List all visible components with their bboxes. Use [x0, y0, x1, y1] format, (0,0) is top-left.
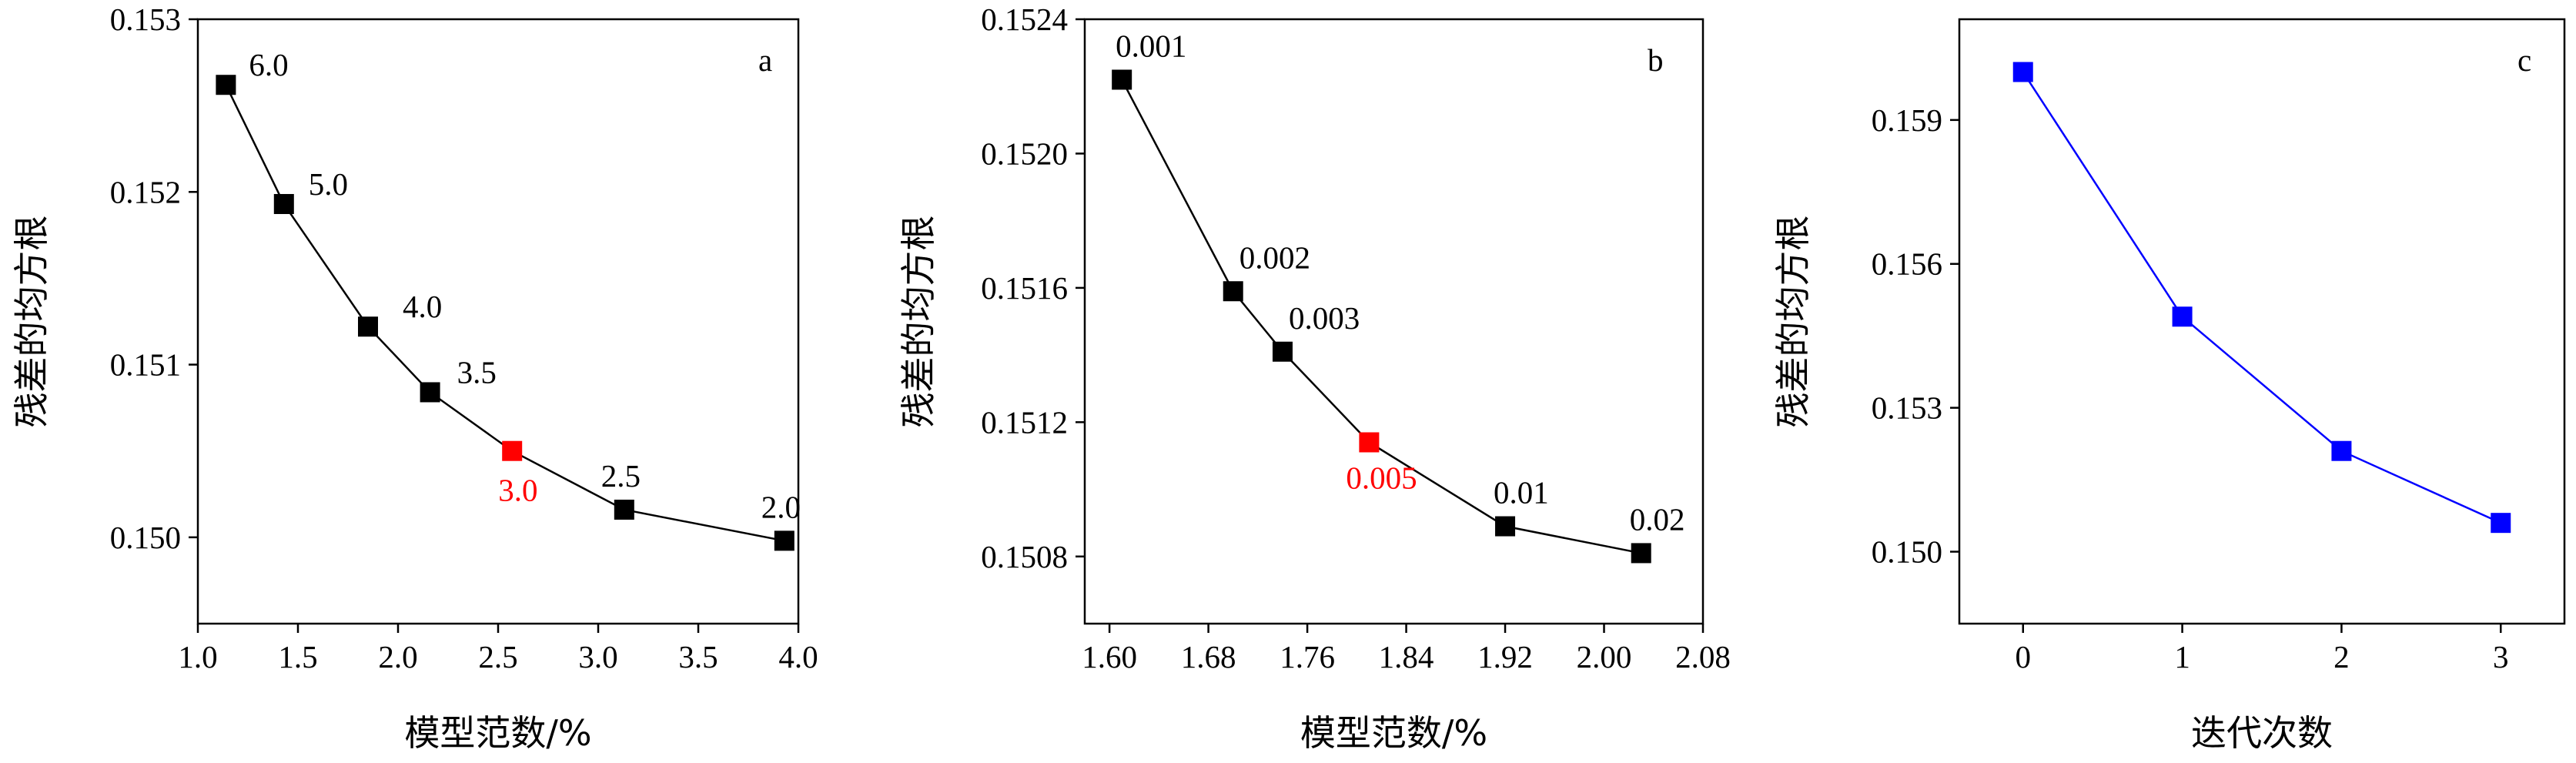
- x-tick-label: 1.0: [178, 639, 217, 674]
- data-marker: [2172, 306, 2193, 327]
- point-label: 0.003: [1289, 300, 1360, 336]
- y-tick-label: 0.150: [110, 520, 181, 555]
- data-marker: [216, 75, 236, 95]
- highlight-marker: [1359, 432, 1380, 453]
- y-tick-label: 0.1516: [981, 270, 1068, 306]
- y-axis-title: 残差的均方根: [1772, 216, 1814, 428]
- plot-frame: [1958, 18, 2566, 625]
- data-marker: [358, 316, 378, 337]
- data-marker: [2331, 440, 2352, 461]
- y-tick-label: 0.1512: [981, 404, 1068, 440]
- data-marker: [1272, 341, 1293, 362]
- point-label: 3.5: [457, 354, 497, 390]
- x-tick-label: 2.08: [1675, 639, 1731, 674]
- y-tick-label: 0.1508: [981, 539, 1068, 574]
- x-tick-label: 2: [2333, 639, 2350, 674]
- x-tick-label: 1.60: [1082, 639, 1137, 674]
- x-tick-label: 2.0: [378, 639, 417, 674]
- y-tick-label: 0.150: [1872, 534, 1942, 570]
- point-label: 2.5: [601, 458, 641, 494]
- series-line: [1121, 79, 1641, 554]
- point-label: 5.0: [309, 166, 348, 202]
- x-axis-title: 模型范数/%: [1300, 712, 1487, 754]
- highlight-marker: [502, 440, 523, 461]
- point-label: 0.01: [1494, 475, 1549, 510]
- data-marker: [420, 382, 440, 403]
- data-marker: [1223, 281, 1243, 302]
- point-label: 3.0: [498, 473, 537, 508]
- panel-c: 0 1 2 3 0.150 0.153 0.156 0.159 迭代次数 残差的均方根 c: [1772, 18, 2566, 754]
- x-tick-label: 2.5: [478, 639, 517, 674]
- panel-a: 1.0 1.5 2.0 2.5 3.0 3.5 4.0 0.150 0.151 0.152 0.15…: [11, 2, 818, 754]
- series-line: [2022, 71, 2501, 524]
- x-axis-title: 模型范数/%: [404, 712, 591, 754]
- y-tick-label: 0.159: [1872, 102, 1942, 138]
- x-tick-label: 3.0: [578, 639, 617, 674]
- plot-frame: [196, 18, 800, 625]
- y-tick-label: 0.1524: [981, 2, 1068, 37]
- y-tick-label: 0.156: [1872, 246, 1942, 282]
- point-label: 0.02: [1630, 501, 1685, 537]
- y-axis-title: 残差的均方根: [11, 216, 52, 428]
- panel-b: 1.60 1.68 1.76 1.84 1.92 2.00 2.08 0.1508 0.1512…: [898, 2, 1731, 754]
- data-marker: [614, 499, 634, 520]
- panel-letter: a: [758, 42, 772, 78]
- data-marker: [1631, 543, 1651, 564]
- y-tick-label: 0.151: [110, 347, 181, 383]
- point-label: 0.002: [1239, 239, 1310, 275]
- x-tick-label: 0: [2015, 639, 2031, 674]
- x-tick-label: 4.0: [778, 639, 818, 674]
- panel-letter: c: [2517, 42, 2531, 78]
- x-tick-label: 1.84: [1379, 639, 1434, 674]
- data-marker: [2491, 513, 2511, 534]
- x-tick-label: 1.92: [1477, 639, 1533, 674]
- x-tick-label: 1.76: [1280, 639, 1335, 674]
- y-tick-label: 0.153: [110, 2, 181, 37]
- y-tick-label: 0.1520: [981, 136, 1068, 171]
- point-label: 2.0: [761, 489, 801, 524]
- x-tick-label: 3.5: [678, 639, 718, 674]
- data-marker: [774, 530, 795, 551]
- x-tick-label: 1: [2174, 639, 2190, 674]
- x-axis-title: 迭代次数: [2191, 712, 2333, 754]
- x-tick-label: 3: [2493, 639, 2509, 674]
- x-tick-label: 2.00: [1577, 639, 1632, 674]
- y-tick-label: 0.152: [110, 174, 181, 209]
- point-label: 6.0: [249, 47, 288, 82]
- data-marker: [1112, 69, 1132, 90]
- x-tick-label: 1.68: [1181, 639, 1236, 674]
- x-tick-label: 1.5: [278, 639, 317, 674]
- point-label: 4.0: [403, 289, 442, 324]
- data-marker: [2012, 62, 2033, 82]
- point-label: 0.005: [1346, 460, 1417, 496]
- data-marker: [273, 193, 294, 214]
- data-marker: [1495, 516, 1516, 537]
- plot-frame: [1083, 18, 1705, 625]
- panel-letter: b: [1648, 42, 1664, 78]
- point-label: 0.001: [1116, 28, 1186, 64]
- y-tick-label: 0.153: [1872, 390, 1942, 426]
- y-axis-title: 残差的均方根: [898, 216, 939, 428]
